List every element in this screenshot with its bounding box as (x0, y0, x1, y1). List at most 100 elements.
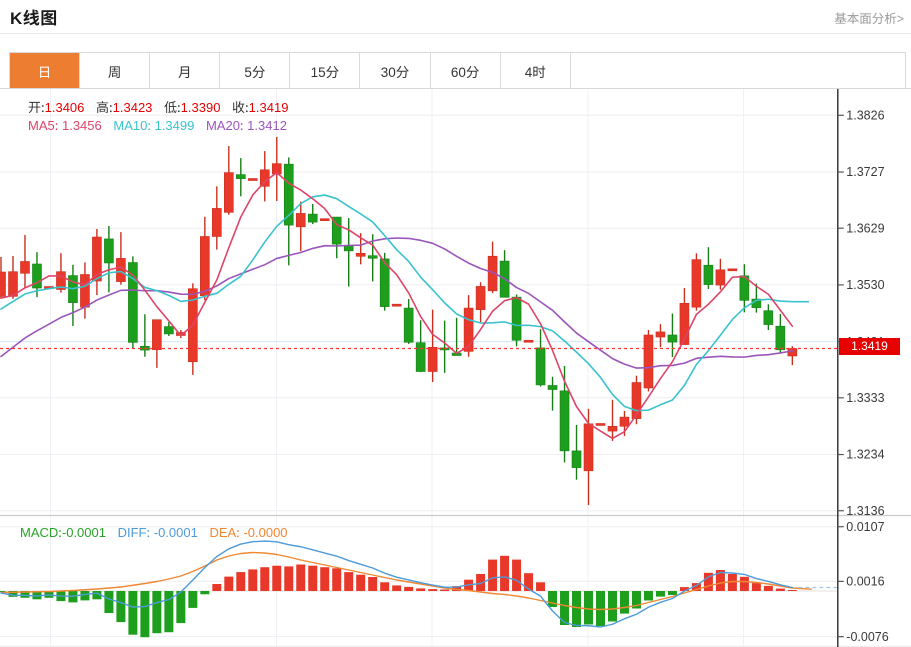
candle-body (271, 163, 282, 175)
ma20-line (0, 237, 794, 369)
ma20-value: 1.3412 (247, 115, 287, 134)
candle-body (319, 218, 330, 221)
tab-30min[interactable]: 30分 (360, 53, 431, 89)
y-axis-label: 1.3530 (846, 278, 884, 292)
candle-body (511, 296, 522, 341)
candle-body (391, 303, 402, 307)
candle-body (619, 416, 630, 427)
tab-week[interactable]: 周 (80, 53, 151, 89)
candle (128, 256, 138, 349)
tab-15min[interactable]: 15分 (290, 53, 361, 89)
candle-body (0, 271, 6, 297)
candle-body (331, 216, 342, 245)
macd-bar (356, 574, 366, 591)
macd-bar (428, 589, 438, 591)
candle-body (631, 382, 642, 419)
candle-body (200, 236, 210, 296)
dea-label: DEA: (209, 522, 240, 541)
candle (271, 137, 282, 202)
candle-body (295, 213, 306, 228)
macd-bar (272, 565, 282, 591)
macd-bar (440, 589, 450, 591)
candle (188, 283, 198, 375)
ma5-line (0, 171, 794, 440)
candles-layer (0, 137, 798, 506)
diff-label: DIFF: (117, 522, 151, 541)
macd-info: MACD:-0.0001 DIFF: -0.0001 DEA: -0.0000 (20, 522, 296, 541)
candle-body (379, 258, 390, 307)
candle (307, 204, 318, 225)
candle (523, 339, 534, 343)
macd-bar (452, 586, 462, 591)
candle (607, 399, 618, 441)
candle-body (487, 255, 498, 292)
candle (547, 376, 558, 411)
macd-bar (200, 591, 210, 595)
dea-line (0, 551, 813, 611)
candle (403, 299, 414, 344)
tab-5min[interactable]: 5分 (220, 53, 291, 89)
open-value: 1.3406 (44, 97, 85, 116)
candle-body (595, 423, 606, 426)
macd-bar (691, 583, 701, 591)
tab-4hour[interactable]: 4时 (501, 53, 571, 89)
candle-body (92, 236, 102, 282)
candle-body (535, 347, 546, 386)
candle-body (283, 163, 294, 226)
macd-bar (260, 567, 270, 591)
candle (80, 262, 90, 319)
candle-body (787, 348, 798, 357)
macd-bar (667, 591, 677, 596)
macd-bar (308, 565, 318, 591)
candle (224, 146, 234, 215)
candle (152, 319, 162, 368)
candle (475, 282, 486, 323)
dea-value: -0.0000 (243, 522, 288, 541)
candle-body (727, 268, 738, 272)
macd-bar (284, 566, 294, 591)
tab-60min[interactable]: 60分 (431, 53, 501, 89)
macd-bar (763, 585, 773, 591)
candle-body (32, 263, 42, 289)
macd-bar (643, 591, 653, 601)
macd-bar (488, 559, 498, 591)
diff-line (0, 540, 794, 628)
macd-bar (416, 588, 426, 591)
macd-label: MACD: (20, 522, 62, 541)
candle (0, 257, 6, 300)
candle-body (739, 275, 750, 301)
macd-bar (80, 591, 90, 601)
ma-info: MA5: 1.3456 MA10: 1.3499 MA20: 1.3412 (28, 115, 295, 134)
candle (499, 250, 510, 298)
candle (739, 264, 750, 313)
ma20-label: MA20: (205, 115, 244, 134)
macd-bar (344, 572, 354, 591)
candle-body (655, 331, 666, 338)
candle-body (715, 269, 726, 286)
candle (691, 253, 702, 311)
candle-body (224, 172, 234, 213)
y-axis-label: 1.3629 (846, 221, 884, 235)
candle-body (667, 334, 678, 343)
candle (164, 321, 174, 336)
last-price-badge: 1.3419 (839, 338, 900, 355)
ma10-value: 1.3499 (154, 115, 195, 134)
macd-bar (548, 591, 558, 607)
fundamental-analysis-link[interactable]: 基本面分析> (834, 8, 904, 27)
candle (391, 303, 402, 307)
candle-body (247, 178, 258, 181)
macd-bar (572, 591, 582, 627)
tab-day[interactable]: 日 (10, 53, 81, 89)
candle (511, 294, 522, 347)
candle (116, 232, 126, 285)
macd-bar (164, 591, 174, 633)
macd-bar (560, 591, 570, 625)
candle-body (20, 261, 30, 274)
candle (703, 247, 714, 289)
tab-month[interactable]: 月 (150, 53, 221, 89)
candle-body (8, 271, 18, 297)
last-price-value: 1.3419 (851, 339, 888, 353)
ma5-label: MA5: (28, 115, 59, 134)
candle (283, 157, 294, 266)
